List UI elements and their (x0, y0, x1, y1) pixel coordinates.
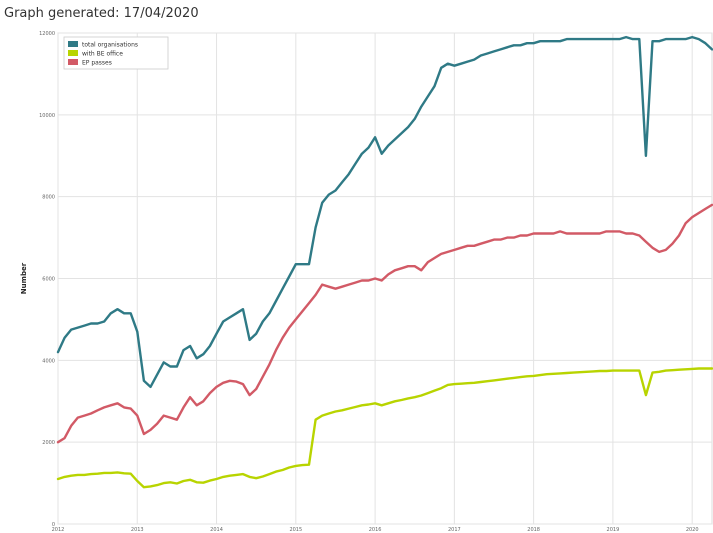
x-tick-label: 2017 (448, 527, 461, 533)
legend-swatch (68, 50, 78, 56)
x-tick-label: 2015 (289, 527, 302, 533)
x-axis: 2012 2013 2014 2015 2016 2017 2018 2019 2020 (52, 527, 699, 533)
x-tick-label: 2020 (686, 527, 699, 533)
series-line-ep-passes (56, 203, 713, 444)
y-tick-label: 4000 (42, 358, 55, 364)
chart-series (56, 35, 713, 489)
legend-swatch (68, 41, 78, 47)
y-axis: 0 2000 4000 6000 8000 10000 12000 (39, 31, 55, 528)
x-tick-label: 2012 (52, 527, 65, 533)
legend-label: total organisations (82, 42, 138, 49)
y-tick-label: 8000 (42, 195, 55, 201)
y-tick-label: 12000 (39, 31, 55, 37)
legend-label: EP passes (82, 60, 112, 67)
y-tick-label: 10000 (39, 113, 55, 119)
y-tick-label: 0 (52, 522, 55, 528)
y-axis-label: Number (20, 262, 28, 294)
chart-grid (57, 32, 713, 525)
series-line-with-be-office (56, 367, 713, 489)
chart-legend: total organisations with BE office EP pass… (63, 36, 169, 70)
x-tick-label: 2016 (369, 527, 382, 533)
x-tick-label: 2014 (210, 527, 223, 533)
graph-generated-caption: Graph generated: 17/04/2020 (4, 6, 199, 21)
y-tick-label: 2000 (42, 440, 55, 446)
x-tick-label: 2019 (607, 527, 620, 533)
legend-label: with BE office (82, 51, 123, 58)
legend-box (63, 36, 169, 70)
legend-swatch (68, 59, 78, 65)
series-line-total-organisations (56, 35, 713, 389)
y-tick-label: 6000 (42, 277, 55, 283)
x-tick-label: 2018 (527, 527, 540, 533)
x-tick-label: 2013 (131, 527, 144, 533)
